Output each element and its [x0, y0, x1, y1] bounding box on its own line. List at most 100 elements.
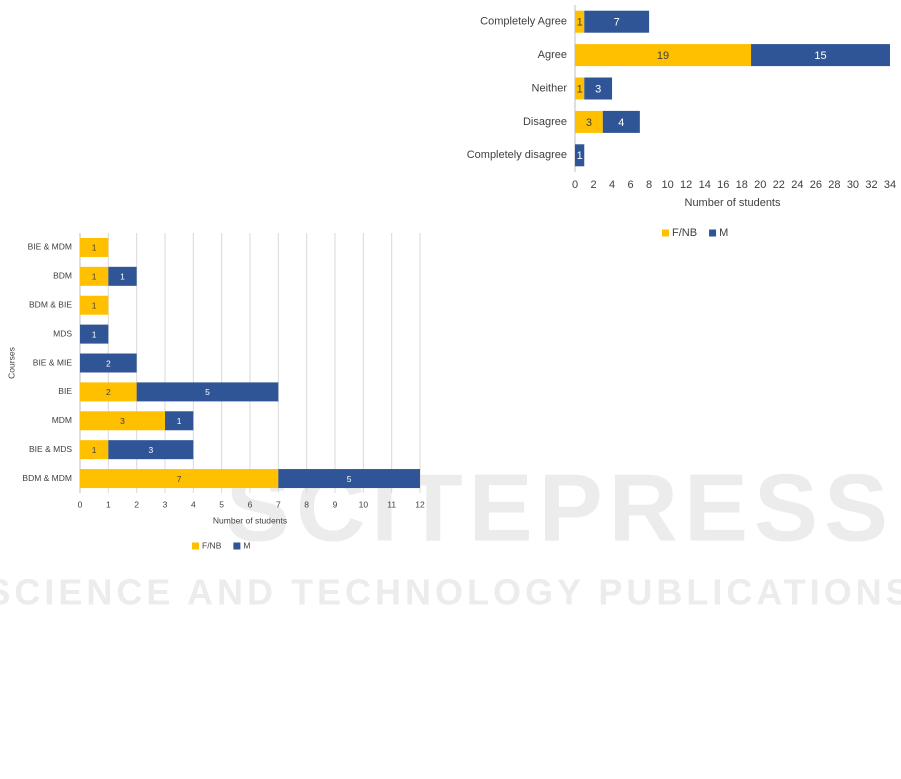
- bar-segment: [80, 411, 165, 431]
- x-tick-label: 10: [359, 499, 369, 509]
- y-tick-label: MDS: [53, 328, 72, 338]
- y-tick-label: BIE & MIE: [33, 357, 73, 367]
- y-tick-label: BIE & MDS: [29, 444, 72, 454]
- bar-segment: [80, 440, 109, 460]
- data-label: 3: [120, 416, 125, 426]
- bar-segment: [575, 44, 752, 67]
- data-label: 2: [106, 387, 111, 397]
- x-tick-label: 12: [680, 179, 692, 191]
- x-tick-label: 3: [163, 499, 168, 509]
- bar-segment: [575, 110, 603, 133]
- bar-segment: [80, 382, 137, 402]
- bar-segment: [80, 237, 109, 257]
- y-tick-label: BDM: [53, 271, 72, 281]
- y-tick-label: BDM & MDM: [22, 473, 72, 483]
- legend-swatch: [233, 542, 241, 550]
- data-label: 15: [814, 50, 826, 62]
- x-tick-label: 24: [791, 179, 803, 191]
- data-label: 19: [657, 50, 669, 62]
- bar-segment: [278, 469, 420, 489]
- bar-segment: [80, 295, 109, 315]
- x-tick-label: 26: [810, 179, 822, 191]
- y-tick-label: BIE & MDM: [28, 242, 72, 252]
- data-label: 5: [347, 474, 352, 484]
- bar-segment: [165, 411, 194, 431]
- bar-segment: [751, 44, 890, 67]
- x-tick-label: 34: [884, 179, 896, 191]
- y-tick-label: Completely disagree: [467, 149, 567, 161]
- watermark-subtitle: SCIENCE AND TECHNOLOGY PUBLICATIONS: [0, 572, 901, 613]
- x-tick-label: 6: [628, 179, 634, 191]
- bar-segment: [136, 382, 279, 402]
- x-tick-label: 7: [276, 499, 281, 509]
- x-tick-label: 5: [219, 499, 224, 509]
- bar-segment: [80, 353, 137, 373]
- x-tick-label: 2: [590, 179, 596, 191]
- legend-label: M: [719, 227, 728, 239]
- legend-swatch: [192, 542, 199, 550]
- legend-swatch: [662, 229, 669, 237]
- x-tick-label: 12: [415, 499, 425, 509]
- x-tick-label: 0: [572, 179, 578, 191]
- data-label: 3: [595, 83, 601, 95]
- legend-label: M: [243, 540, 250, 550]
- bar-segment: [80, 324, 109, 344]
- data-label: 3: [586, 117, 592, 129]
- y-tick-label: Agree: [538, 49, 567, 61]
- bar-segment: [584, 77, 613, 100]
- x-tick-label: 8: [304, 499, 309, 509]
- y-axis-label: Courses: [6, 347, 16, 379]
- x-axis-label: Number of students: [685, 197, 781, 209]
- x-tick-label: 4: [191, 499, 196, 509]
- data-label: 5: [205, 387, 210, 397]
- x-tick-label: 10: [662, 179, 674, 191]
- bar-segment: [108, 440, 194, 460]
- data-label: 1: [92, 329, 97, 339]
- bar-segment: [602, 110, 640, 133]
- y-tick-label: Disagree: [523, 116, 567, 128]
- x-tick-label: 2: [134, 499, 139, 509]
- x-tick-label: 4: [609, 179, 615, 191]
- legend-swatch: [709, 229, 717, 237]
- data-label: 1: [177, 416, 182, 426]
- bar-segment: [108, 266, 137, 286]
- bar-segment: [575, 144, 585, 167]
- data-label: 1: [577, 150, 583, 162]
- data-label: 1: [577, 17, 583, 29]
- data-label: 1: [92, 243, 97, 253]
- x-tick-label: 14: [699, 179, 711, 191]
- y-tick-label: Neither: [532, 82, 568, 94]
- x-tick-label: 30: [847, 179, 859, 191]
- y-tick-label: Completely Agree: [480, 16, 567, 28]
- legend-label: F/NB: [202, 540, 222, 550]
- data-label: 3: [148, 445, 153, 455]
- data-label: 1: [120, 272, 125, 282]
- x-tick-label: 32: [865, 179, 877, 191]
- x-tick-label: 28: [828, 179, 840, 191]
- x-tick-label: 11: [387, 499, 396, 509]
- data-label: 1: [577, 83, 583, 95]
- y-tick-label: MDM: [52, 415, 72, 425]
- legend-label: F/NB: [672, 227, 697, 239]
- data-label: 4: [618, 117, 624, 129]
- x-tick-label: 1: [106, 499, 111, 509]
- x-tick-label: 9: [333, 499, 338, 509]
- x-tick-label: 20: [754, 179, 766, 191]
- data-label: 1: [92, 300, 97, 310]
- data-label: 7: [614, 17, 620, 29]
- bar-segment: [584, 10, 650, 33]
- x-tick-label: 8: [646, 179, 652, 191]
- bar-segment: [80, 266, 109, 286]
- data-label: 1: [92, 445, 97, 455]
- y-tick-label: BIE: [58, 386, 72, 396]
- data-label: 7: [177, 474, 182, 484]
- bar-segment: [80, 469, 279, 489]
- x-tick-label: 22: [773, 179, 785, 191]
- x-tick-label: 16: [717, 179, 729, 191]
- data-label: 2: [106, 358, 111, 368]
- x-tick-label: 18: [736, 179, 748, 191]
- y-tick-label: BDM & BIE: [29, 299, 72, 309]
- data-label: 1: [92, 272, 97, 282]
- x-axis-label: Number of students: [213, 515, 287, 525]
